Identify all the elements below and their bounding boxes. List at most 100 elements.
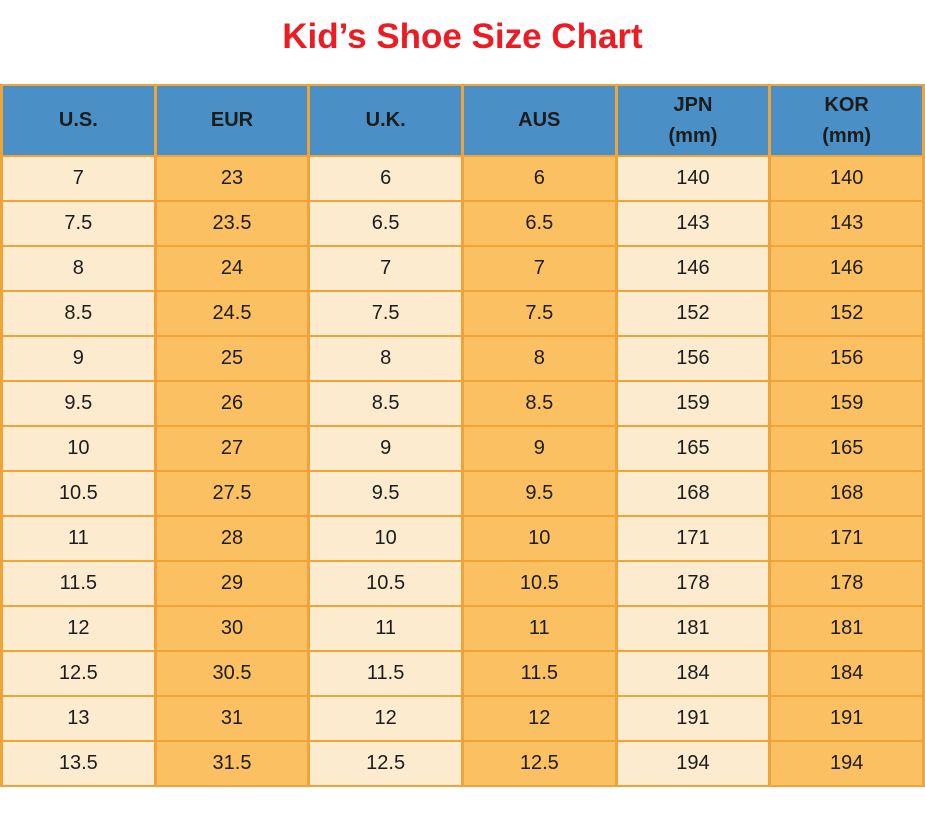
cell-jpn: 181 [614, 605, 772, 652]
table-row: 13.5 31.5 12.5 12.5 194 194 [0, 740, 925, 787]
cell-jpn: 194 [614, 740, 772, 787]
page-title: Kid’s Shoe Size Chart [282, 17, 643, 56]
cell-aus: 9 [460, 425, 618, 472]
table-row: 8 24 7 7 146 146 [0, 245, 925, 292]
cell-us: 8 [0, 245, 157, 292]
col-header-aus: AUS [460, 84, 618, 157]
cell-kor: 178 [768, 560, 925, 607]
col-header-us: U.S. [0, 84, 157, 157]
col-header-label: AUS [518, 109, 561, 131]
cell-aus: 6 [460, 155, 618, 202]
cell-kor: 168 [768, 470, 925, 517]
col-header-kor: KOR (mm) [768, 84, 925, 157]
header-row: U.S. EUR U.K. AUS JPN (mm) KOR (mm) [0, 84, 925, 157]
col-header-eur: EUR [153, 84, 311, 157]
cell-kor: 159 [768, 380, 925, 427]
cell-aus: 12 [460, 695, 618, 742]
cell-us: 13.5 [0, 740, 157, 787]
cell-jpn: 178 [614, 560, 772, 607]
cell-us: 10 [0, 425, 157, 472]
cell-us: 11.5 [0, 560, 157, 607]
cell-uk: 6.5 [307, 200, 464, 247]
cell-eur: 27.5 [153, 470, 311, 517]
cell-eur: 23 [153, 155, 311, 202]
table-row: 11 28 10 10 171 171 [0, 515, 925, 562]
cell-eur: 31.5 [153, 740, 311, 787]
cell-us: 8.5 [0, 290, 157, 337]
cell-kor: 143 [768, 200, 925, 247]
col-header-unit: (mm) [822, 124, 872, 147]
table-row: 12.5 30.5 11.5 11.5 184 184 [0, 650, 925, 697]
table-row: 8.5 24.5 7.5 7.5 152 152 [0, 290, 925, 337]
cell-kor: 194 [768, 740, 925, 787]
cell-us: 12 [0, 605, 157, 652]
cell-us: 13 [0, 695, 157, 742]
cell-jpn: 156 [614, 335, 772, 382]
cell-eur: 27 [153, 425, 311, 472]
cell-jpn: 143 [614, 200, 772, 247]
cell-kor: 165 [768, 425, 925, 472]
cell-aus: 12.5 [460, 740, 618, 787]
table-row: 10.5 27.5 9.5 9.5 168 168 [0, 470, 925, 517]
cell-kor: 156 [768, 335, 925, 382]
cell-eur: 26 [153, 380, 311, 427]
table-row: 12 30 11 11 181 181 [0, 605, 925, 652]
cell-jpn: 168 [614, 470, 772, 517]
col-header-label: EUR [210, 109, 254, 131]
cell-us: 11 [0, 515, 157, 562]
cell-uk: 10.5 [307, 560, 464, 607]
col-header-label: KOR [824, 93, 869, 116]
table-row: 7.5 23.5 6.5 6.5 143 143 [0, 200, 925, 247]
cell-uk: 11.5 [307, 650, 464, 697]
cell-aus: 7 [460, 245, 618, 292]
table-row: 13 31 12 12 191 191 [0, 695, 925, 742]
table-row: 10 27 9 9 165 165 [0, 425, 925, 472]
cell-jpn: 171 [614, 515, 772, 562]
cell-us: 12.5 [0, 650, 157, 697]
cell-us: 7 [0, 155, 157, 202]
cell-kor: 171 [768, 515, 925, 562]
cell-jpn: 159 [614, 380, 772, 427]
cell-us: 9.5 [0, 380, 157, 427]
cell-eur: 31 [153, 695, 311, 742]
cell-kor: 184 [768, 650, 925, 697]
cell-jpn: 152 [614, 290, 772, 337]
cell-aus: 7.5 [460, 290, 618, 337]
table-row: 9.5 26 8.5 8.5 159 159 [0, 380, 925, 427]
cell-kor: 152 [768, 290, 925, 337]
col-header-unit: (mm) [668, 124, 718, 147]
cell-eur: 24 [153, 245, 311, 292]
table-header: U.S. EUR U.K. AUS JPN (mm) KOR (mm) [0, 84, 925, 157]
col-header-label: U.K. [365, 109, 406, 131]
cell-eur: 24.5 [153, 290, 311, 337]
cell-aus: 9.5 [460, 470, 618, 517]
col-header-jpn: JPN (mm) [614, 84, 772, 157]
cell-uk: 12.5 [307, 740, 464, 787]
table-body: 7 23 6 6 140 140 7.5 23.5 6.5 6.5 143 14… [0, 155, 925, 787]
cell-jpn: 146 [614, 245, 772, 292]
col-header-label: U.S. [58, 109, 98, 131]
cell-uk: 7.5 [307, 290, 464, 337]
cell-uk: 6 [307, 155, 464, 202]
col-header-label: JPN [673, 93, 713, 116]
cell-aus: 8 [460, 335, 618, 382]
cell-jpn: 140 [614, 155, 772, 202]
cell-kor: 181 [768, 605, 925, 652]
cell-eur: 28 [153, 515, 311, 562]
cell-uk: 10 [307, 515, 464, 562]
cell-kor: 146 [768, 245, 925, 292]
table-row: 9 25 8 8 156 156 [0, 335, 925, 382]
cell-uk: 9 [307, 425, 464, 472]
cell-uk: 8.5 [307, 380, 464, 427]
shoe-size-table: U.S. EUR U.K. AUS JPN (mm) KOR (mm) [0, 84, 925, 787]
cell-eur: 30.5 [153, 650, 311, 697]
cell-jpn: 165 [614, 425, 772, 472]
cell-jpn: 191 [614, 695, 772, 742]
cell-uk: 8 [307, 335, 464, 382]
cell-eur: 29 [153, 560, 311, 607]
cell-aus: 10.5 [460, 560, 618, 607]
cell-aus: 8.5 [460, 380, 618, 427]
cell-eur: 23.5 [153, 200, 311, 247]
cell-uk: 12 [307, 695, 464, 742]
